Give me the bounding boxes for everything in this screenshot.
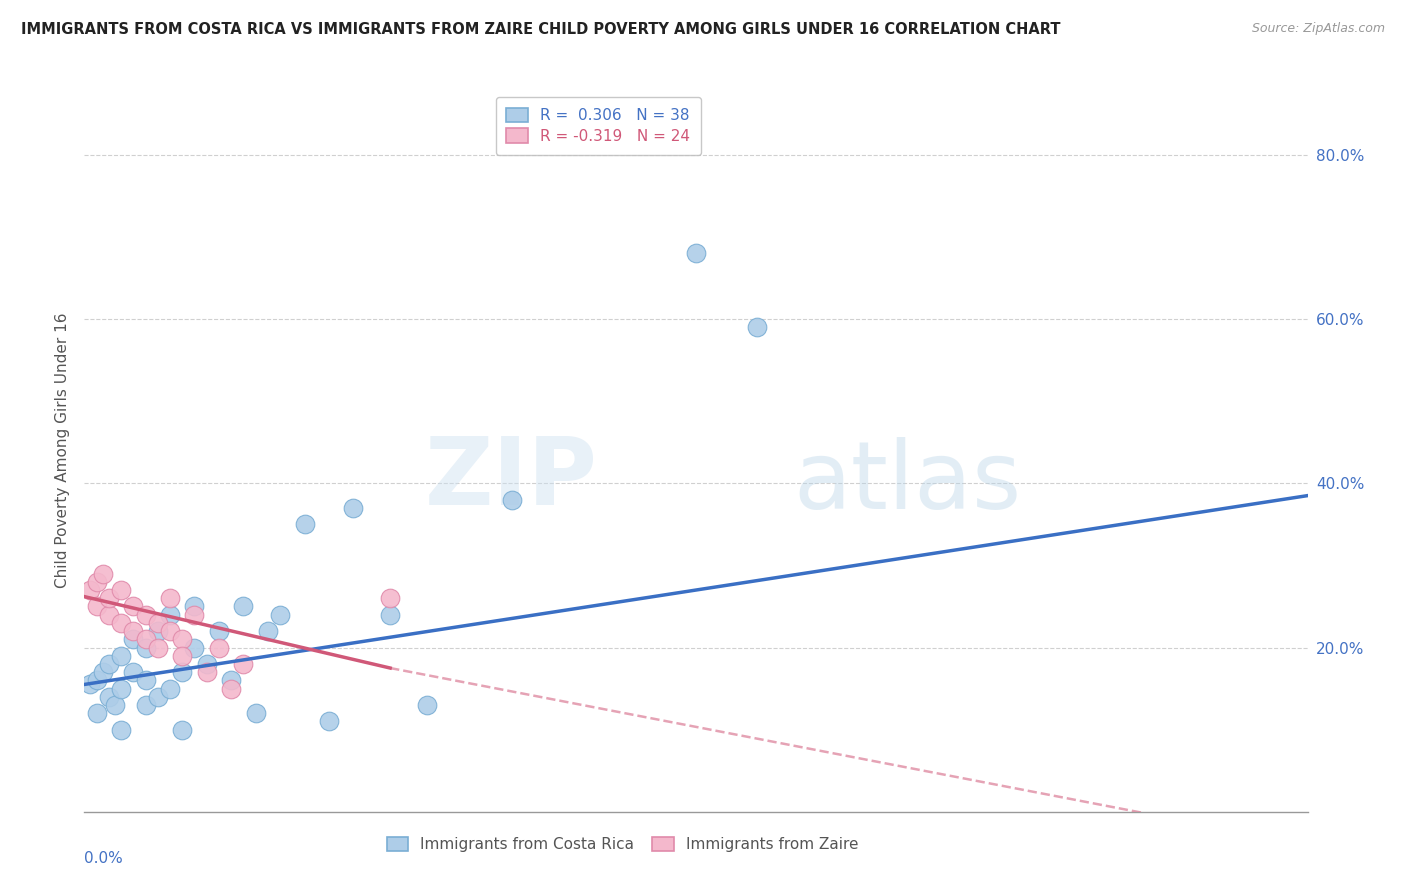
Text: atlas: atlas	[794, 437, 1022, 529]
Point	[172, 723, 194, 737]
Point	[269, 607, 291, 622]
Point	[318, 714, 340, 729]
Point	[110, 582, 132, 597]
Point	[110, 648, 132, 663]
Point	[159, 624, 181, 639]
Text: IMMIGRANTS FROM COSTA RICA VS IMMIGRANTS FROM ZAIRE CHILD POVERTY AMONG GIRLS UN: IMMIGRANTS FROM COSTA RICA VS IMMIGRANTS…	[21, 22, 1060, 37]
Text: ZIP: ZIP	[425, 434, 598, 525]
Point	[135, 607, 157, 622]
Point	[245, 706, 267, 721]
Point	[86, 673, 108, 688]
Point	[416, 698, 439, 712]
Y-axis label: Child Poverty Among Girls Under 16: Child Poverty Among Girls Under 16	[55, 313, 70, 588]
Point	[97, 591, 120, 606]
Point	[342, 500, 364, 515]
Point	[146, 615, 169, 630]
Point	[208, 624, 231, 639]
Point	[685, 246, 707, 260]
Point	[195, 665, 218, 680]
Point	[146, 624, 169, 639]
Point	[91, 665, 114, 680]
Point	[79, 582, 101, 597]
Point	[122, 632, 145, 647]
Point	[219, 673, 242, 688]
Legend: Immigrants from Costa Rica, Immigrants from Zaire: Immigrants from Costa Rica, Immigrants f…	[381, 830, 865, 858]
Point	[183, 599, 205, 614]
Point	[502, 492, 524, 507]
Text: Source: ZipAtlas.com: Source: ZipAtlas.com	[1251, 22, 1385, 36]
Point	[172, 632, 194, 647]
Point	[86, 599, 108, 614]
Point	[97, 657, 120, 671]
Point	[104, 698, 127, 712]
Point	[110, 615, 132, 630]
Point	[195, 657, 218, 671]
Point	[159, 607, 181, 622]
Point	[172, 648, 194, 663]
Point	[122, 624, 145, 639]
Point	[122, 665, 145, 680]
Point	[79, 677, 101, 691]
Point	[183, 607, 205, 622]
Point	[135, 673, 157, 688]
Text: 0.0%: 0.0%	[84, 852, 124, 866]
Point	[86, 706, 108, 721]
Point	[110, 681, 132, 696]
Point	[86, 574, 108, 589]
Point	[135, 632, 157, 647]
Point	[159, 681, 181, 696]
Point	[159, 591, 181, 606]
Point	[219, 681, 242, 696]
Point	[257, 624, 280, 639]
Point	[172, 665, 194, 680]
Point	[294, 517, 316, 532]
Point	[91, 566, 114, 581]
Point	[232, 599, 254, 614]
Point	[122, 599, 145, 614]
Point	[97, 690, 120, 704]
Point	[208, 640, 231, 655]
Point	[380, 591, 402, 606]
Point	[747, 320, 769, 334]
Point	[110, 723, 132, 737]
Point	[97, 607, 120, 622]
Point	[183, 640, 205, 655]
Point	[146, 690, 169, 704]
Point	[135, 698, 157, 712]
Point	[135, 640, 157, 655]
Point	[146, 640, 169, 655]
Point	[380, 607, 402, 622]
Point	[232, 657, 254, 671]
